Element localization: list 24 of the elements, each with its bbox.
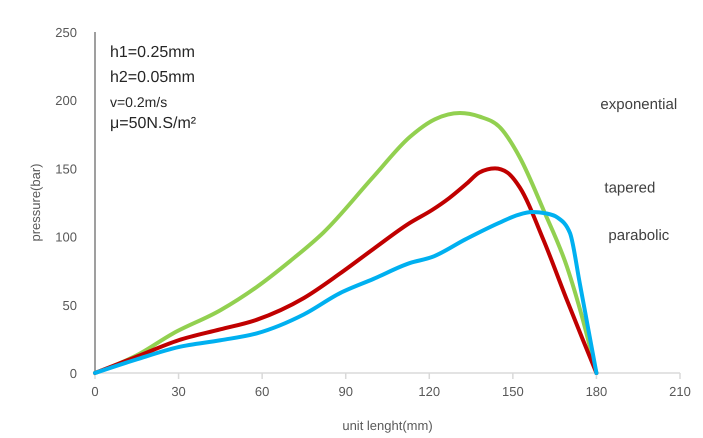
x-tick-label: 30 xyxy=(171,384,186,399)
y-tick-label: 150 xyxy=(55,161,77,176)
y-tick-label: 50 xyxy=(62,298,77,313)
x-tick-label: 90 xyxy=(338,384,353,399)
line-series xyxy=(93,210,598,375)
x-tick-label: 210 xyxy=(669,384,691,399)
x-axis-title: unit lenght(mm) xyxy=(342,418,433,433)
y-tick-label: 0 xyxy=(70,366,77,381)
x-tick-label: 60 xyxy=(254,384,270,399)
x-tick-label: 150 xyxy=(502,384,524,399)
text: exponential xyxy=(600,96,678,114)
y-axis-title: pressure(bar) xyxy=(28,163,43,242)
annotation: v=0.2m/s xyxy=(110,94,168,110)
x-tick-label: 120 xyxy=(418,384,440,399)
annotation: μ=50N.S/m² xyxy=(110,115,197,132)
annotation: h1=0.25mm xyxy=(110,44,195,61)
y-tick-label: 250 xyxy=(55,25,77,40)
x-tick-label: 0 xyxy=(91,384,99,399)
text: parabolic xyxy=(608,227,670,244)
text: tapered xyxy=(604,179,656,196)
y-tick-label: 200 xyxy=(55,93,77,108)
annotation: h2=0.05mm xyxy=(110,69,195,86)
x-tick-label: 180 xyxy=(586,384,608,399)
y-tick-label: 100 xyxy=(55,230,77,245)
